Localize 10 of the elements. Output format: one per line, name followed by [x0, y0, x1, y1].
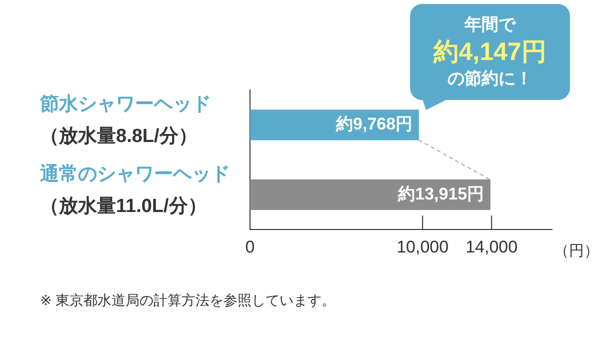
x-tick-label: 10,000 [396, 237, 449, 256]
x-tick-label: 14,000 [466, 237, 518, 256]
y-tick-label: 節水シャワーヘッド（放水量8.8L/分） [39, 93, 211, 148]
data-label: 約9,768円 [335, 114, 413, 134]
speech-bubble: 年間で 約4,147円 の節約に！ [410, 4, 570, 100]
y-tick-label: 通常のシャワーヘッド（放水量11.0L/分） [39, 162, 230, 217]
text: ※ 東京都水道局の計算方法を参照しています。 [40, 292, 336, 310]
x-tick-label: 0 [245, 237, 255, 256]
data-label: 約13,915円 [397, 184, 484, 204]
x-axis-title: （円） [554, 242, 599, 260]
